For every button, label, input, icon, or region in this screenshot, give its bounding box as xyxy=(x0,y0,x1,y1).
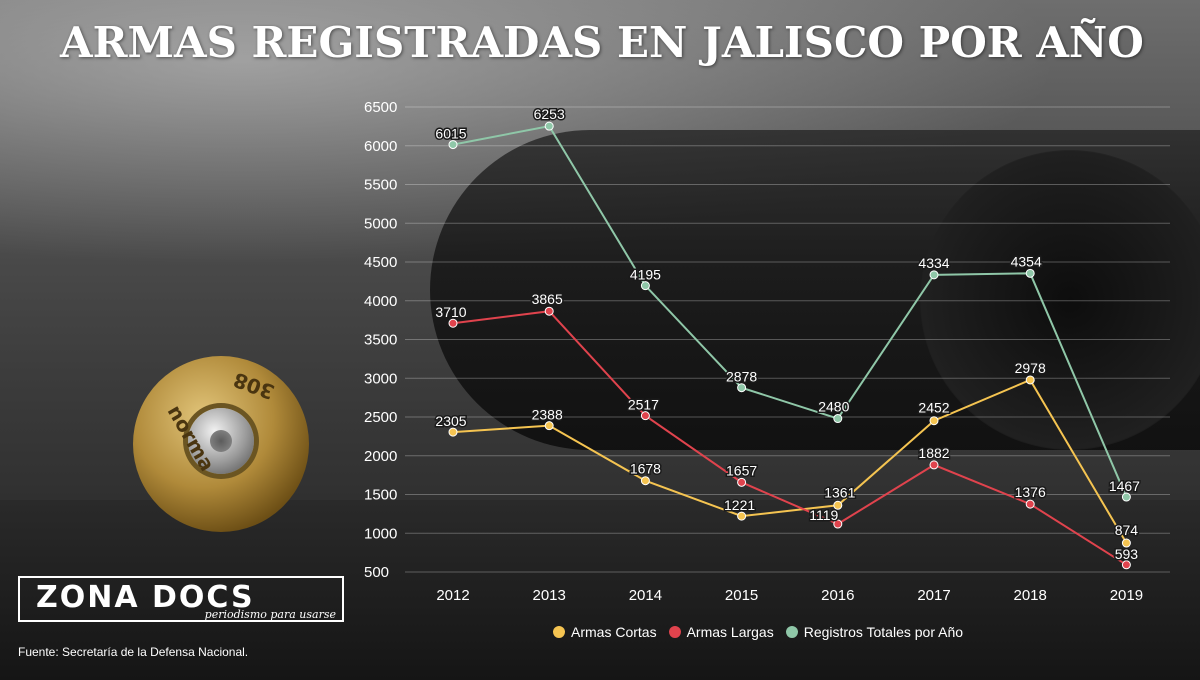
data-label: 2305 xyxy=(435,413,466,429)
data-point xyxy=(1025,268,1035,278)
y-tick-label: 5500 xyxy=(364,177,397,194)
legend-swatch xyxy=(668,626,681,638)
data-label: 2480 xyxy=(818,399,849,415)
data-point xyxy=(833,414,843,424)
legend-item: Armas Largas xyxy=(668,624,774,640)
data-point xyxy=(640,411,650,421)
data-label: 3865 xyxy=(532,291,563,307)
surface-shape xyxy=(0,500,1200,680)
data-point xyxy=(544,121,554,131)
data-point xyxy=(929,416,939,426)
legend-swatch xyxy=(553,626,565,638)
data-label: 874 xyxy=(1115,522,1139,538)
x-tick-label: 2016 xyxy=(821,587,854,604)
x-tick-label: 2018 xyxy=(1014,587,1047,604)
cartridge-primer xyxy=(188,408,254,474)
data-label: 1657 xyxy=(726,462,757,478)
y-tick-label: 5000 xyxy=(364,215,397,232)
data-label: 1119 xyxy=(809,507,838,523)
data-label: 1467 xyxy=(1109,478,1140,494)
data-label: 2978 xyxy=(1015,360,1046,376)
x-tick-label: 2014 xyxy=(629,587,662,604)
data-label: 2878 xyxy=(726,369,757,385)
x-tick-label: 2012 xyxy=(436,587,469,604)
data-label: 6253 xyxy=(534,106,565,122)
data-label: 1376 xyxy=(1015,484,1046,500)
data-point xyxy=(929,460,939,470)
legend-label: Registros Totales por Año xyxy=(803,624,964,640)
legend-label: Armas Cortas xyxy=(571,624,657,640)
data-label: 3710 xyxy=(435,304,466,320)
data-point xyxy=(640,476,650,486)
zona-docs-logo: ZONA DOCS periodismo para usarse xyxy=(18,576,344,622)
x-tick-label: 2015 xyxy=(725,587,758,604)
data-label: 4354 xyxy=(1011,253,1042,269)
data-label: 6015 xyxy=(435,126,466,142)
logo-tagline: periodismo para usarse xyxy=(204,608,336,621)
y-tick-label: 3500 xyxy=(364,332,397,349)
data-point xyxy=(833,500,843,510)
y-tick-label: 6500 xyxy=(364,99,397,116)
data-label: 1678 xyxy=(630,461,661,477)
y-tick-label: 6000 xyxy=(364,138,397,155)
series-line xyxy=(452,310,1127,566)
x-tick-label: 2019 xyxy=(1110,587,1143,604)
data-point xyxy=(1121,560,1131,570)
data-point xyxy=(1121,538,1131,548)
primer-dent xyxy=(210,430,232,452)
data-point xyxy=(929,270,939,280)
y-tick-label: 500 xyxy=(364,564,389,581)
data-point xyxy=(737,511,747,521)
data-label: 2452 xyxy=(918,400,949,416)
data-point xyxy=(544,421,554,431)
logo-wordmark: ZONA DOCS xyxy=(36,580,255,615)
data-label: 1221 xyxy=(724,497,755,513)
data-point xyxy=(640,281,650,291)
data-point xyxy=(448,427,458,437)
data-label: 4195 xyxy=(630,267,661,283)
data-point xyxy=(544,306,554,316)
y-tick-label: 3000 xyxy=(364,370,397,387)
source-note: Fuente: Secretaría de la Defensa Naciona… xyxy=(18,645,249,659)
y-tick-label: 2000 xyxy=(364,448,397,465)
data-point xyxy=(833,519,843,529)
chart-title: ARMAS REGISTRADAS EN JALISCO POR AÑO xyxy=(60,18,1144,67)
data-point xyxy=(1025,499,1035,509)
x-tick-label: 2013 xyxy=(533,587,566,604)
legend-item: Armas Cortas xyxy=(553,624,657,640)
gun-muzzle-shape xyxy=(920,150,1200,450)
bullet-cartridge-image: 308 norma xyxy=(133,356,309,532)
y-tick-label: 4500 xyxy=(364,254,397,271)
x-tick-label: 2017 xyxy=(917,587,950,604)
y-tick-label: 1500 xyxy=(364,487,397,504)
data-label: 2388 xyxy=(532,407,563,423)
data-label: 1361 xyxy=(824,484,855,500)
data-point xyxy=(448,140,458,150)
data-point xyxy=(1025,375,1035,385)
y-tick-label: 2500 xyxy=(364,409,397,426)
data-point xyxy=(737,477,747,487)
legend-item: Registros Totales por Año xyxy=(785,624,964,640)
series-line xyxy=(452,125,1128,498)
data-point xyxy=(1121,492,1131,502)
chart-legend: Armas Cortas Armas Largas Registros Totale… xyxy=(553,624,963,640)
data-label: 1882 xyxy=(918,445,949,461)
legend-label: Armas Largas xyxy=(686,624,774,640)
y-tick-label: 4000 xyxy=(364,293,397,310)
data-label: 593 xyxy=(1115,546,1139,562)
data-label: 2517 xyxy=(628,397,659,413)
data-point xyxy=(737,383,747,393)
y-tick-label: 1000 xyxy=(364,525,397,542)
data-label: 4334 xyxy=(918,255,949,271)
series-line xyxy=(452,378,1128,544)
legend-swatch xyxy=(785,626,798,638)
data-point xyxy=(448,318,458,328)
